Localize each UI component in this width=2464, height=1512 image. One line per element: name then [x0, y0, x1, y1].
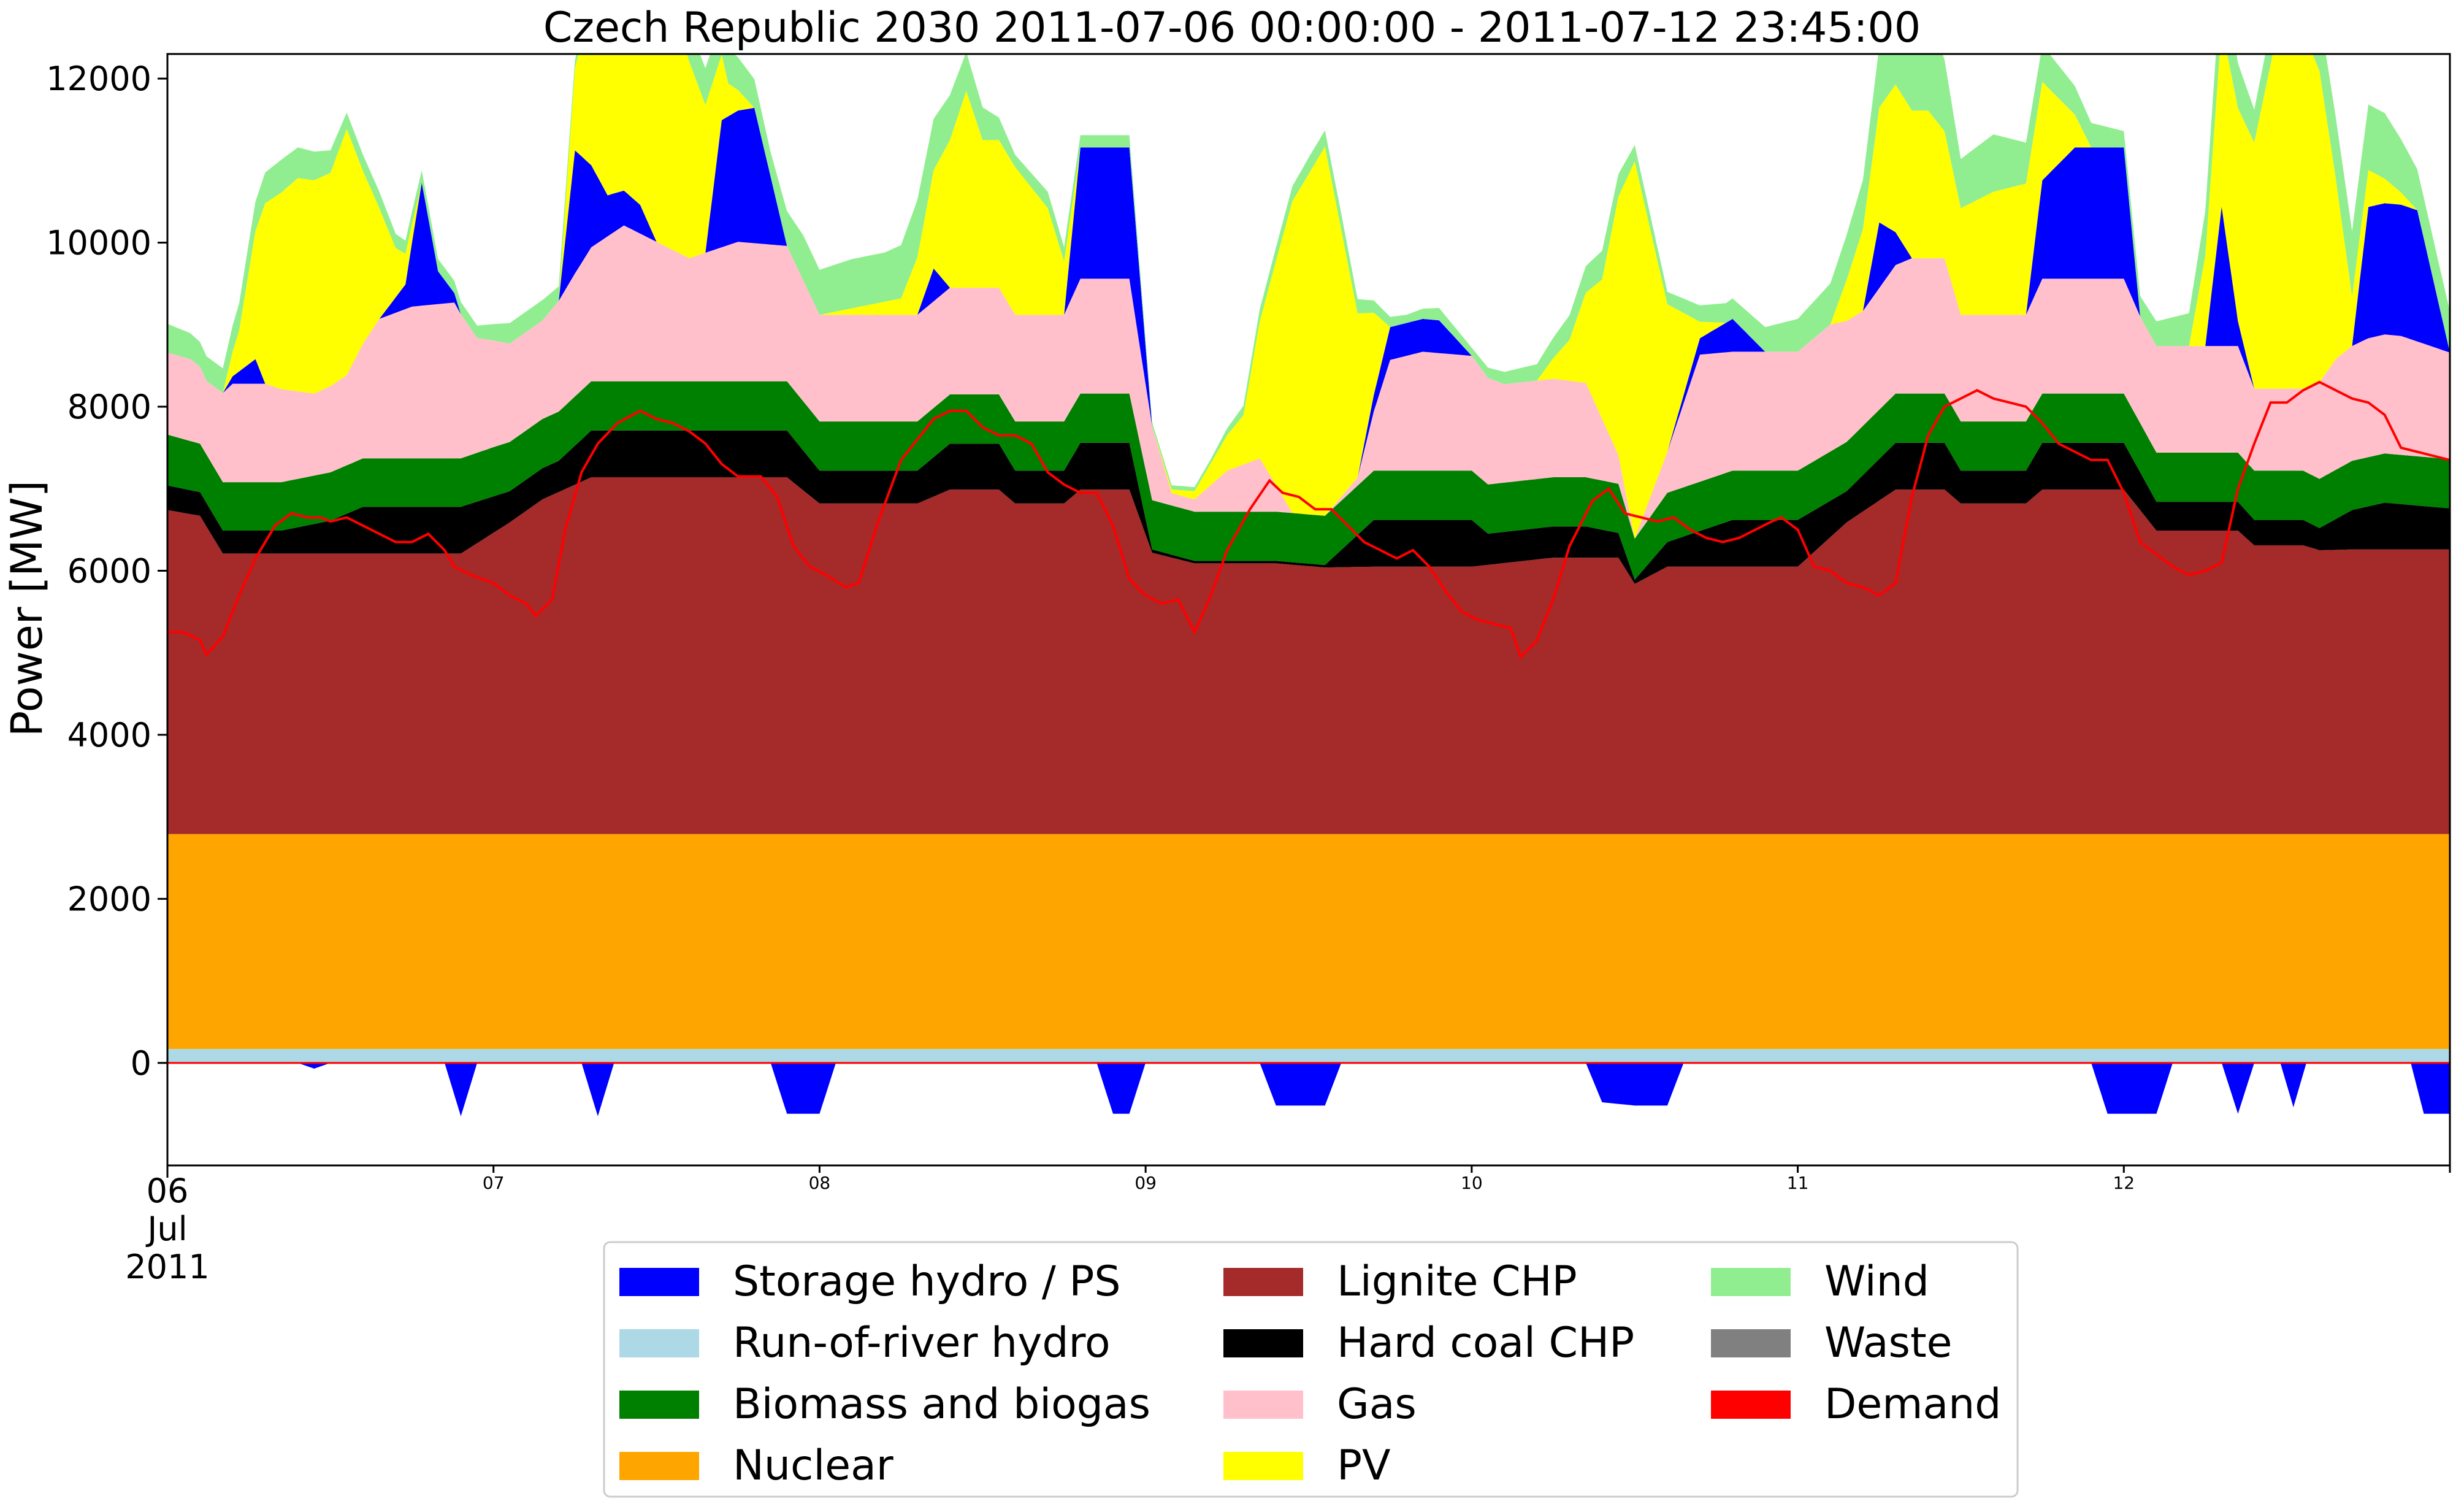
legend-box [603, 1241, 2019, 1498]
legend: Storage hydro / PS Run-of-river hydro Biom… [603, 1241, 2019, 1498]
area-lignite-chp [167, 477, 2450, 834]
legend-label-waste: Waste [1824, 1319, 1952, 1367]
legend-swatch-nuclear [619, 1452, 699, 1480]
area-run-of-river-hydro [167, 1049, 2450, 1063]
plot-frame [166, 53, 2451, 1167]
legend-swatch-demand [1711, 1391, 1791, 1419]
plot-area [166, 53, 2451, 1167]
area-biomass-and-biogas [167, 381, 2450, 580]
legend-swatch-waste [1711, 1329, 1791, 1357]
area-storage-hydro-ps-negative [167, 1062, 2450, 1116]
area-pv [167, 54, 2450, 539]
y-tick-label: 12000 [46, 59, 151, 98]
legend-swatch-gas [1223, 1391, 1303, 1419]
legend-swatch-lignite-chp [1223, 1268, 1303, 1296]
chart-title: Czech Republic 2030 2011-07-06 00:00:00 … [543, 4, 1921, 52]
x-tick-label: Jul [145, 1210, 187, 1248]
x-tick-label: 2011 [125, 1248, 209, 1286]
y-tick-label: 6000 [67, 551, 151, 590]
x-tick-label: 10 [1461, 1173, 1483, 1193]
legend-label-demand: Demand [1824, 1380, 2001, 1429]
y-tick-label: 0 [131, 1044, 151, 1083]
demand-line [167, 380, 2450, 659]
y-tick-label: 4000 [67, 716, 151, 754]
legend-swatch-wind [1711, 1268, 1791, 1296]
x-tick-label: 06 [147, 1172, 189, 1210]
x-tick-label: 11 [1787, 1173, 1809, 1193]
area-gas [167, 225, 2450, 539]
y-tick-label: 8000 [67, 388, 151, 426]
legend-swatch-storage-hydro-ps [619, 1268, 699, 1296]
legend-swatch-run-of-river-hydro [619, 1329, 699, 1357]
legend-label-biomass-and-biogas: Biomass and biogas [733, 1380, 1150, 1429]
x-tick-label: 08 [809, 1173, 831, 1193]
y-axis-ticks: 0 2000 4000 6000 8000 10000 12000 [46, 59, 167, 1083]
legend-label-nuclear: Nuclear [733, 1441, 893, 1490]
x-tick-label: 12 [2113, 1173, 2135, 1193]
legend-swatch-pv [1223, 1452, 1303, 1480]
area-hard-coal-chp [167, 430, 2450, 584]
legend-label-lignite-chp: Lignite CHP [1337, 1257, 1577, 1306]
y-tick-label: 10000 [46, 224, 151, 263]
area-nuclear [167, 834, 2450, 1050]
x-tick-label: 07 [483, 1173, 505, 1193]
legend-label-hard-coal-chp: Hard coal CHP [1337, 1319, 1634, 1367]
x-tick-label: 09 [1134, 1173, 1157, 1193]
legend-label-gas: Gas [1337, 1380, 1417, 1429]
legend-swatch-hard-coal-chp [1223, 1329, 1303, 1357]
legend-label-wind: Wind [1824, 1257, 1929, 1306]
y-tick-label: 2000 [67, 880, 151, 918]
legend-label-run-of-river-hydro: Run-of-river hydro [733, 1319, 1111, 1367]
legend-label-storage-hydro-ps: Storage hydro / PS [733, 1257, 1121, 1306]
area-storage-hydro-ps [167, 107, 2450, 539]
legend-swatch-biomass-and-biogas [619, 1391, 699, 1419]
y-axis-label: Power [MW] [2, 480, 52, 737]
legend-label-pv: PV [1337, 1441, 1391, 1490]
